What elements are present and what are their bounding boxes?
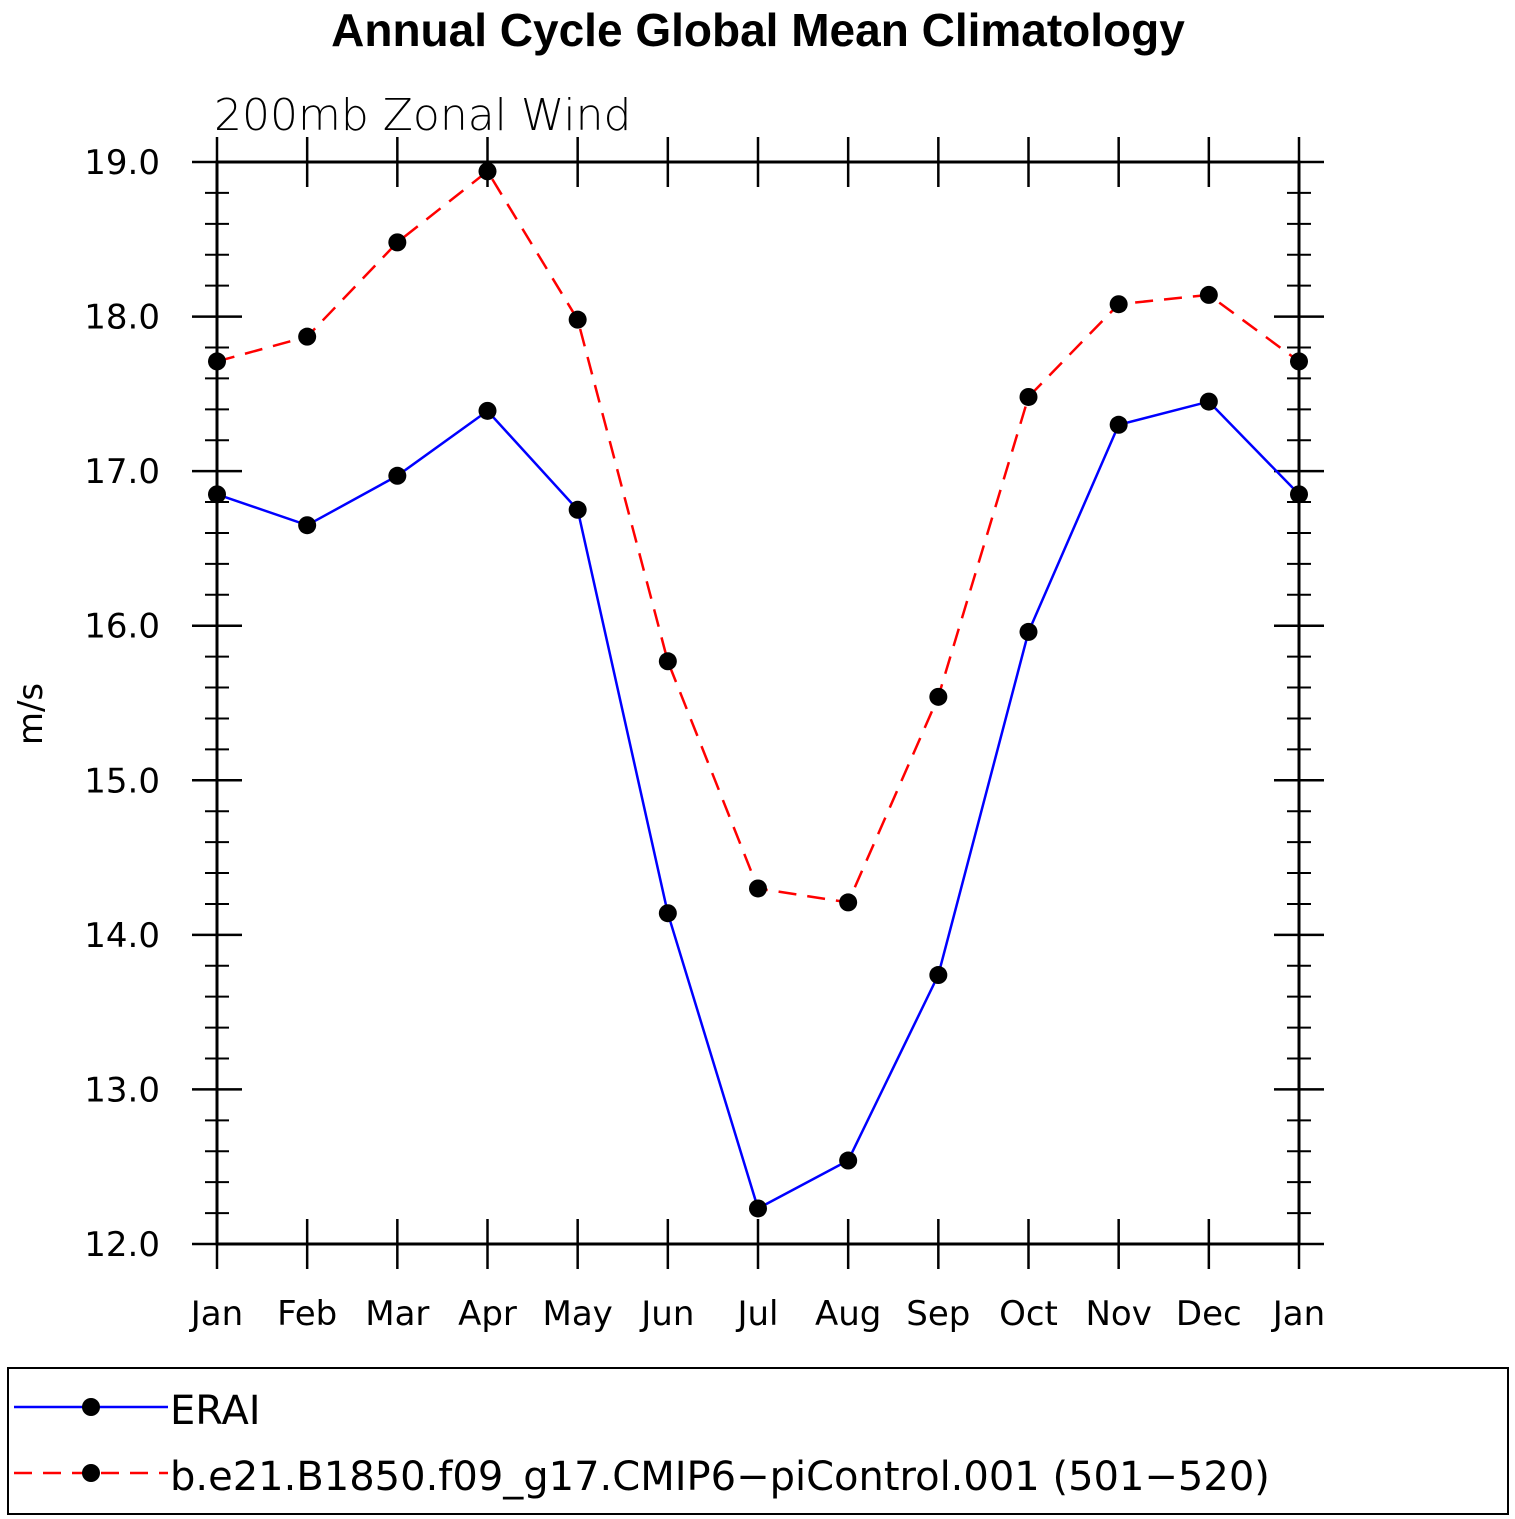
x-tick-label: Feb <box>277 1294 337 1334</box>
x-tick-label: Nov <box>1085 1294 1151 1334</box>
legend: ERAI b.e21.B1850.f09_g17.CMIP6−piControl… <box>7 1367 1509 1515</box>
x-tick-labels: Jan Feb Mar Apr May Jun Jul Aug Sep Oct Nov Dec Jan <box>189 1294 1325 1334</box>
y-tick-label: 19.0 <box>84 143 160 183</box>
legend-marker-cmip6 <box>82 1464 100 1482</box>
series-1-point <box>478 162 497 181</box>
plot-frame <box>215 160 1301 1246</box>
series-1-point <box>298 327 317 346</box>
series-0-point <box>658 904 677 923</box>
legend-box <box>7 1367 1509 1515</box>
x-tick-label: Jan <box>1271 1294 1325 1334</box>
series-0-point <box>298 516 317 535</box>
series-0-point <box>749 1199 767 1218</box>
x-tick-label: Aug <box>815 1294 881 1334</box>
x-tick-label: May <box>543 1294 613 1334</box>
chart-title: Annual Cycle Global Mean Climatology <box>331 4 1185 56</box>
series-1-point <box>929 687 948 706</box>
chart-subtitle: 200mb Zonal Wind <box>214 90 631 141</box>
series-1-point <box>839 893 858 912</box>
x-tick-label: Jun <box>639 1294 694 1334</box>
series-0-point <box>1109 415 1128 434</box>
series-0-point <box>1199 392 1218 411</box>
series-0-point <box>388 466 407 485</box>
series-1-point <box>658 652 677 671</box>
series-line-1 <box>216 169 1300 904</box>
series-0-point <box>1019 622 1038 641</box>
y-tick-label: 14.0 <box>84 916 160 956</box>
series-lines <box>216 169 1300 1211</box>
legend-marker-erai <box>82 1398 100 1416</box>
y-tick-label: 16.0 <box>84 607 160 647</box>
series-1-point <box>388 233 407 252</box>
x-tick-label: Mar <box>365 1294 429 1334</box>
series-1-point <box>1109 295 1128 314</box>
y-tick-label: 18.0 <box>84 298 160 338</box>
y-tick-labels: 12.0 13.0 14.0 15.0 16.0 17.0 18.0 19.0 <box>84 143 160 1265</box>
series-0-point <box>839 1151 858 1170</box>
y-tick-label: 13.0 <box>84 1070 160 1110</box>
x-tick-label: Apr <box>458 1294 517 1334</box>
y-tick-label: 17.0 <box>84 452 160 492</box>
y-tick-label: 15.0 <box>84 761 160 801</box>
series-0-point <box>478 401 497 420</box>
series-1-point <box>1019 387 1038 406</box>
series-line-0 <box>216 400 1300 1211</box>
x-tick-label: Sep <box>906 1294 970 1334</box>
legend-label-cmip6: b.e21.B1850.f09_g17.CMIP6−piControl.001 … <box>170 1454 1270 1500</box>
x-tick-label: Jan <box>189 1294 243 1334</box>
x-tick-label: Oct <box>999 1294 1058 1334</box>
x-tick-label: Jul <box>735 1294 778 1334</box>
tick-marks <box>192 137 1324 1269</box>
series-1-point <box>749 879 767 898</box>
series-1-point <box>1199 285 1218 304</box>
x-tick-label: Dec <box>1176 1294 1242 1334</box>
series-markers <box>208 162 1308 1218</box>
series-0-point <box>568 500 587 519</box>
y-tick-label: 12.0 <box>84 1225 160 1265</box>
series-0-point <box>929 966 948 985</box>
legend-label-erai: ERAI <box>170 1388 261 1434</box>
y-axis-label: m/s <box>11 683 51 745</box>
series-1-point <box>568 310 587 329</box>
